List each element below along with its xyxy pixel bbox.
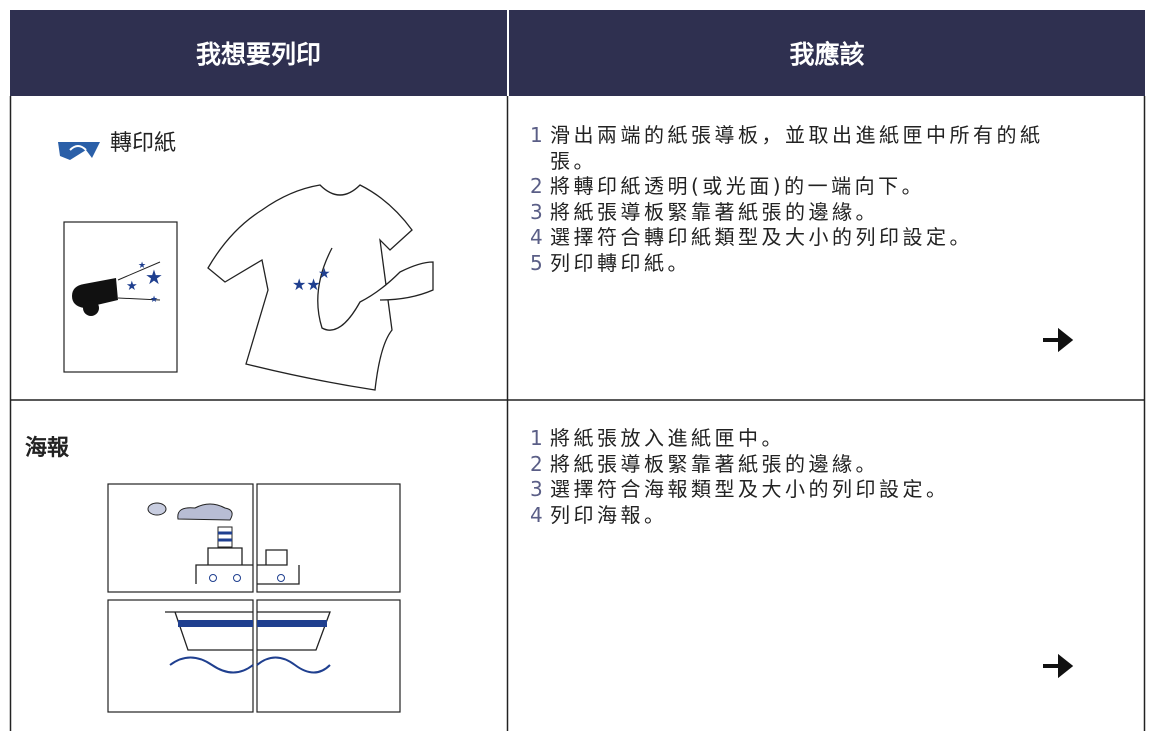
step-text: 將轉印紙透明(或光面)的一端向下。 bbox=[550, 174, 926, 198]
step: 3 選擇符合海報類型及大小的列印設定。 bbox=[530, 477, 1070, 503]
step: 4 選擇符合轉印紙類型及大小的列印設定。 bbox=[530, 225, 1070, 251]
svg-text:★: ★ bbox=[138, 261, 146, 271]
header-divider bbox=[507, 10, 509, 96]
step: 3 將紙張導板緊靠著紙張的邊緣。 bbox=[530, 200, 1070, 226]
step-number: 4 bbox=[530, 225, 543, 249]
step-number: 3 bbox=[530, 477, 543, 501]
svg-text:★: ★ bbox=[126, 279, 138, 294]
step-text: 將紙張導板緊靠著紙張的邊緣。 bbox=[550, 199, 879, 224]
step-text: 將紙張導板緊靠著紙張的邊緣。 bbox=[550, 451, 879, 476]
step-list: 1 將紙張放入進紙匣中。 2 將紙張導板緊靠著紙張的邊緣。 3 選擇符合海報類型及大小的列… bbox=[530, 426, 1070, 528]
step-number: 2 bbox=[530, 451, 543, 476]
header-cell: 我想要列印 bbox=[10, 10, 507, 96]
transfer-icon bbox=[58, 142, 100, 160]
step-text: 列印海報。 bbox=[550, 502, 668, 527]
row-title: 轉印紙 bbox=[110, 131, 177, 156]
step: 1 將紙張放入進紙匣中。 bbox=[530, 426, 1070, 452]
step-list: 1 滑出兩端的紙張導板，並取出進紙匣中所有的紙張。 2 將轉印紙透明(或光面)的一端向… bbox=[530, 123, 1070, 276]
step: 1 滑出兩端的紙張導板，並取出進紙匣中所有的紙張。 bbox=[530, 123, 1070, 174]
step-text: 選擇符合轉印紙類型及大小的列印設定。 bbox=[550, 225, 973, 249]
header-cell: 我應該 bbox=[509, 10, 1145, 96]
svg-text:★: ★ bbox=[145, 265, 163, 289]
svg-text:★★: ★★ bbox=[292, 275, 321, 294]
step-number: 1 bbox=[530, 123, 543, 147]
row-title: 海報 bbox=[25, 436, 70, 461]
step-text: 將紙張放入進紙匣中。 bbox=[550, 426, 785, 450]
step: 2 將轉印紙透明(或光面)的一端向下。 bbox=[530, 174, 1070, 200]
step-number: 1 bbox=[530, 426, 543, 450]
step-text: 滑出兩端的紙張導板，並取出進紙匣中所有的紙張。 bbox=[550, 123, 1044, 173]
step-text: 選擇符合海報類型及大小的列印設定。 bbox=[550, 477, 950, 501]
step-number: 4 bbox=[530, 502, 543, 527]
step-text: 列印轉印紙。 bbox=[550, 250, 691, 275]
svg-text:★: ★ bbox=[318, 266, 331, 282]
step-number: 5 bbox=[530, 250, 543, 275]
step-number: 3 bbox=[530, 199, 543, 224]
step: 5 列印轉印紙。 bbox=[530, 251, 1070, 277]
step: 4 列印海報。 bbox=[530, 503, 1070, 529]
step-number: 2 bbox=[530, 174, 543, 198]
svg-text:★: ★ bbox=[150, 295, 158, 305]
step: 2 將紙張導板緊靠著紙張的邊緣。 bbox=[530, 452, 1070, 478]
